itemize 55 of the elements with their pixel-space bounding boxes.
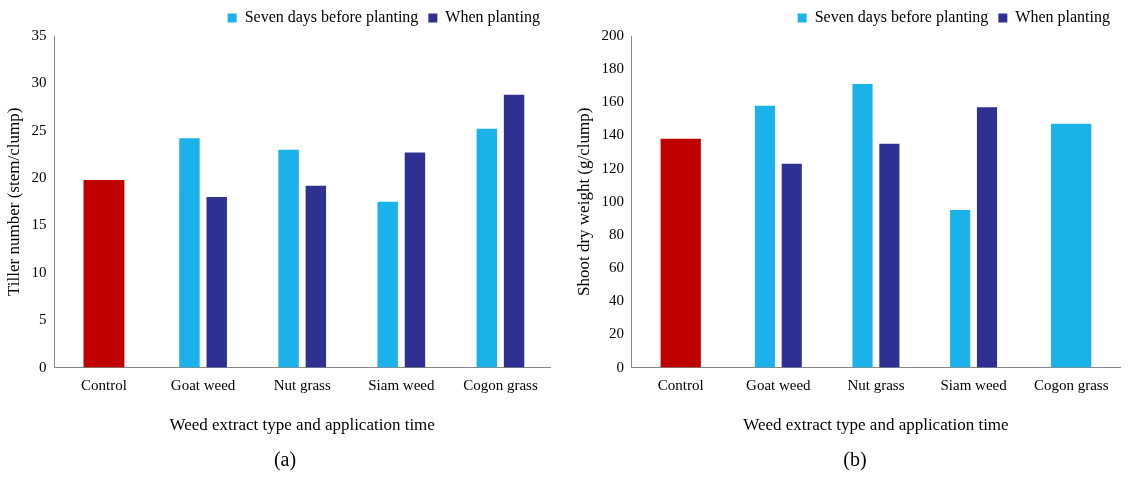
text: (a)	[272, 448, 298, 471]
bar	[377, 201, 398, 368]
bar	[476, 128, 498, 368]
y-tick-label: 100	[601, 192, 624, 209]
y-tick-label: 30	[31, 74, 47, 91]
y-tick-label: 180	[601, 60, 624, 77]
x-tick-label: Siam weed	[940, 376, 1008, 393]
x-tick-label: Goat weed	[746, 376, 812, 393]
bar	[206, 197, 227, 368]
legend-label: When planting	[1015, 8, 1110, 27]
text: (b)	[842, 448, 868, 471]
x-tick-label: Cogon grass	[463, 376, 538, 393]
x-axis-title: Weed extract type and application time	[743, 415, 1009, 435]
bar	[83, 180, 125, 368]
y-tick-label: 120	[601, 159, 624, 176]
bar	[305, 185, 327, 368]
x-tick-label: Nut grass	[847, 376, 905, 393]
bar	[781, 163, 802, 368]
bar	[660, 138, 701, 368]
bar	[503, 94, 525, 368]
y-tick-label: 140	[601, 126, 624, 143]
y-tick-label: 20	[31, 169, 47, 186]
y-axis-title: Tiller number (stem/clump)	[3, 107, 23, 296]
bar	[950, 210, 971, 368]
x-tick-label: Siam weed	[368, 376, 435, 393]
bar	[754, 105, 775, 368]
x-axis-title: Weed extract type and application time	[169, 415, 435, 435]
bar	[278, 149, 299, 368]
y-tick-label: 35	[31, 26, 47, 43]
x-tick-label: Cogon grass	[1033, 376, 1109, 393]
y-tick-label: 80	[608, 225, 624, 242]
bar	[404, 152, 426, 368]
y-tick-label: 15	[31, 216, 47, 233]
x-tick-label: Control	[657, 376, 704, 393]
legend-label: Seven days before planting	[814, 8, 989, 27]
bar	[852, 84, 873, 368]
x-tick-label: Goat weed	[170, 376, 236, 393]
y-tick-label: 25	[31, 121, 47, 138]
y-axis-title: Shoot dry weight (g/clump)	[573, 107, 593, 296]
bar	[179, 138, 200, 368]
y-tick-label: 10	[31, 263, 47, 280]
x-tick-label: Control	[81, 376, 127, 393]
y-tick-label: 20	[608, 325, 624, 342]
y-tick-label: 200	[601, 26, 624, 43]
x-tick-label: Nut grass	[273, 376, 331, 393]
legend-label: When planting	[445, 8, 540, 27]
y-tick-label: 5	[38, 311, 47, 328]
y-tick-label: 160	[601, 93, 624, 110]
bar	[976, 107, 998, 368]
y-tick-label: 60	[608, 259, 624, 276]
bar	[879, 143, 900, 368]
y-tick-label: 40	[608, 292, 624, 309]
y-tick-label: 0	[38, 358, 47, 375]
y-tick-label: 0	[616, 358, 624, 375]
legend-label: Seven days before planting	[244, 8, 419, 27]
